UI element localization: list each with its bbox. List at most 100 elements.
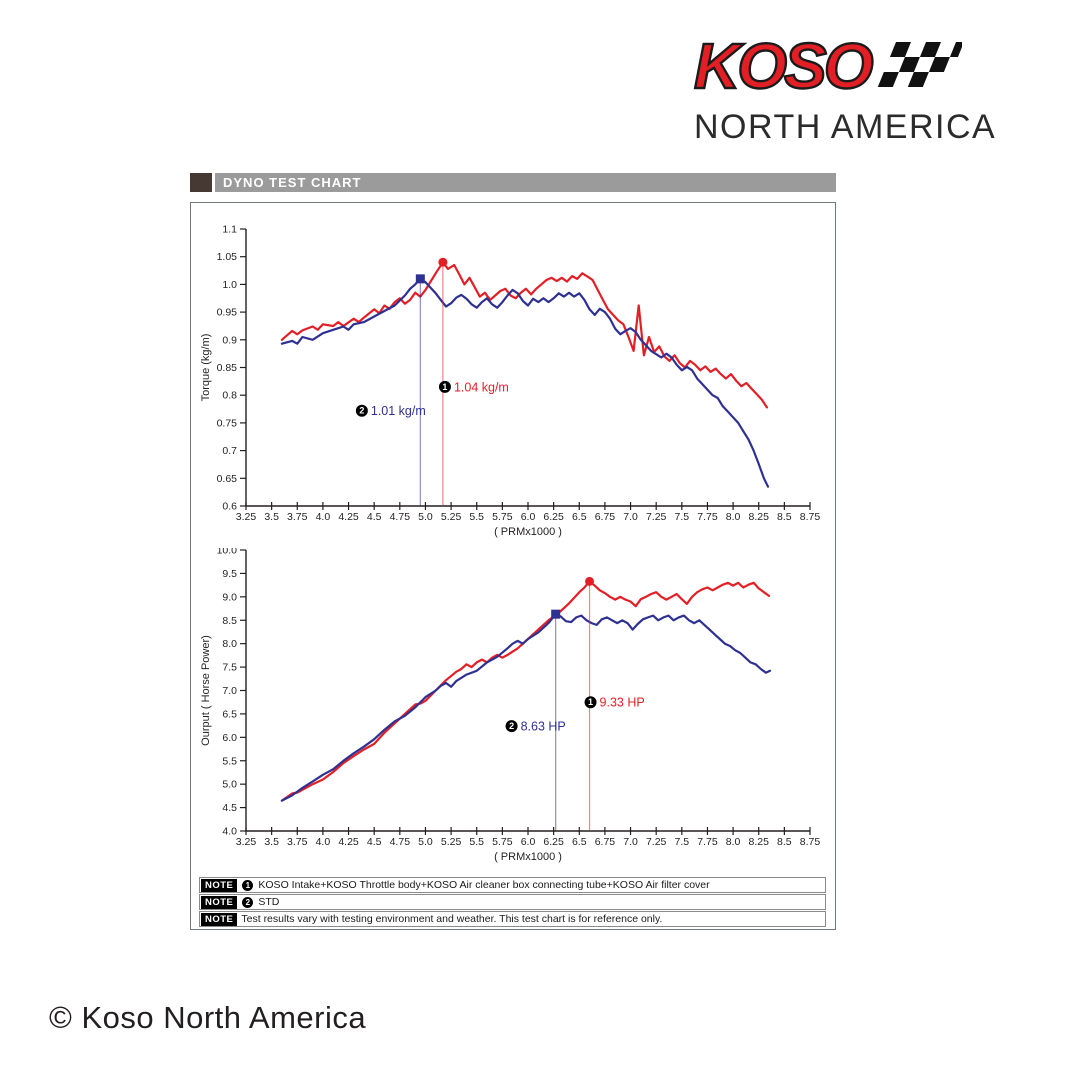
logo-subtitle-america: AMERICA [830, 108, 997, 146]
x-tick-label: 5.75 [492, 511, 513, 523]
x-tick-label: 6.5 [572, 511, 587, 523]
svg-text:2: 2 [509, 721, 514, 731]
annotation-number-icon [584, 696, 597, 709]
note-text: Test results vary with testing environme… [241, 913, 663, 925]
y-tick-label: 1.1 [222, 224, 237, 236]
y-tick-label: 0.65 [217, 473, 238, 485]
y-tick-label: 7.5 [222, 662, 237, 674]
x-tick-label: 8.5 [777, 836, 792, 848]
x-tick-label: 8.75 [800, 511, 821, 523]
note-row-disclaimer: NOTE Test results vary with testing envi… [199, 911, 826, 927]
x-tick-label: 6.75 [595, 836, 616, 848]
curve-std [280, 613, 772, 802]
note-badge: NOTE [201, 912, 238, 926]
section-title: DYNO TEST CHART [223, 175, 362, 190]
x-tick-label: 5.75 [492, 836, 513, 848]
x-tick-label: 8.75 [800, 836, 821, 848]
section-accent-square [190, 173, 212, 192]
x-tick-label: 6.5 [572, 836, 587, 848]
y-tick-label: 7.0 [222, 685, 237, 697]
note-row-std: NOTE 2 STD [199, 894, 826, 910]
x-tick-label: 6.25 [543, 836, 564, 848]
x-tick-label: 3.5 [264, 836, 279, 848]
x-tick-label: 7.5 [675, 836, 690, 848]
logo-subtitle-north: NORTH [694, 108, 822, 146]
note-number-2-icon: 2 [242, 896, 254, 908]
x-tick-label: 8.0 [726, 511, 741, 523]
x-tick-label: 3.25 [236, 836, 257, 848]
curve-koso [280, 261, 769, 409]
y-tick-label: 9.0 [222, 591, 237, 603]
note-text: STD [258, 896, 280, 908]
x-tick-label: 4.75 [390, 511, 411, 523]
x-tick-label: 8.0 [726, 836, 741, 848]
y-tick-label: 10.0 [217, 548, 238, 557]
x-tick-label: 6.0 [521, 836, 536, 848]
x-tick-label: 5.0 [418, 511, 433, 523]
svg-text:1: 1 [442, 382, 447, 392]
x-tick-label: 4.75 [390, 836, 411, 848]
curve-koso [280, 580, 771, 802]
logo-subtitle: NORTH AMERICA [694, 108, 997, 147]
peak-annotation-label: 1.01 kg/m [371, 404, 426, 418]
y-tick-label: 5.5 [222, 755, 237, 767]
y-tick-label: 4.0 [222, 826, 237, 838]
y-tick-label: 4.5 [222, 802, 237, 814]
x-axis-title: ( PRMx1000 ) [494, 526, 562, 538]
y-tick-label: 1.0 [222, 279, 237, 291]
x-tick-label: 7.25 [646, 511, 667, 523]
x-tick-label: 4.0 [316, 511, 331, 523]
note-text: KOSO Intake+KOSO Throttle body+KOSO Air … [258, 879, 710, 891]
y-axis-title: Torque (kg/m) [200, 334, 212, 402]
x-axis-title: ( PRMx1000 ) [494, 851, 562, 863]
y-tick-label: 0.75 [217, 417, 238, 429]
axes [245, 229, 810, 507]
horsepower-chart: 4.0 4.5 5.0 5.5 6.0 6.5 7.0 7.5 8.0 8.5 9.0 9.5 10.0… [200, 548, 821, 863]
y-tick-label: 0.6 [222, 501, 237, 513]
x-tick-label: 4.5 [367, 511, 382, 523]
checkered-flag-icon [874, 40, 965, 107]
y-tick-label: 6.0 [222, 732, 237, 744]
annotation-number-icon [438, 380, 451, 393]
y-tick-label: 8.5 [222, 615, 237, 627]
peak-marker-circle [585, 576, 595, 586]
y-tick-label: 5.0 [222, 779, 237, 791]
x-tick-label: 6.0 [521, 511, 536, 523]
x-tick-label: 8.25 [749, 511, 770, 523]
x-tick-label: 4.25 [338, 511, 359, 523]
x-tick-label: 4.25 [338, 836, 359, 848]
x-tick-label: 3.75 [287, 511, 308, 523]
x-tick-label: 5.5 [469, 511, 484, 523]
x-tick-label: 7.0 [623, 511, 638, 523]
x-tick-label: 5.25 [441, 511, 462, 523]
note-badge: NOTE [201, 878, 238, 892]
x-tick-label: 4.5 [367, 836, 382, 848]
koso-brand-text: KOSO [693, 30, 875, 102]
y-tick-label: 8.0 [222, 638, 237, 650]
svg-text:1: 1 [588, 697, 593, 707]
note-badge: NOTE [201, 895, 238, 909]
x-tick-label: 8.25 [749, 836, 770, 848]
x-tick-label: 6.25 [543, 511, 564, 523]
notes-section: NOTE 1 KOSO Intake+KOSO Throttle body+KO… [199, 877, 826, 928]
section-header: DYNO TEST CHART [190, 173, 836, 192]
curve-std [280, 277, 770, 488]
annotation-number-icon [355, 404, 368, 417]
torque-chart: 0.6 0.65 0.7 0.75 0.8 0.85 0.9 0.95 1.0 1.05 1.1 3.… [200, 224, 821, 539]
koso-logo: KOSO NORTH AMERICA [693, 30, 997, 147]
x-tick-label: 7.0 [623, 836, 638, 848]
peak-marker-square [551, 609, 561, 619]
x-tick-label: 7.5 [675, 511, 690, 523]
peak-marker-square [415, 274, 425, 284]
x-tick-label: 5.0 [418, 836, 433, 848]
peak-annotation-label: 1.04 kg/m [454, 380, 509, 394]
x-tick-label: 7.75 [697, 511, 718, 523]
annotation-number-icon [505, 720, 518, 733]
dyno-chart-panel: 0.6 0.65 0.7 0.75 0.8 0.85 0.9 0.95 1.0 1.05 1.1 3.… [190, 202, 836, 930]
x-tick-label: 3.75 [287, 836, 308, 848]
x-tick-label: 8.5 [777, 511, 792, 523]
axes [245, 550, 810, 832]
y-tick-label: 6.5 [222, 708, 237, 720]
y-tick-label: 0.85 [217, 362, 238, 374]
x-tick-label: 3.25 [236, 511, 257, 523]
